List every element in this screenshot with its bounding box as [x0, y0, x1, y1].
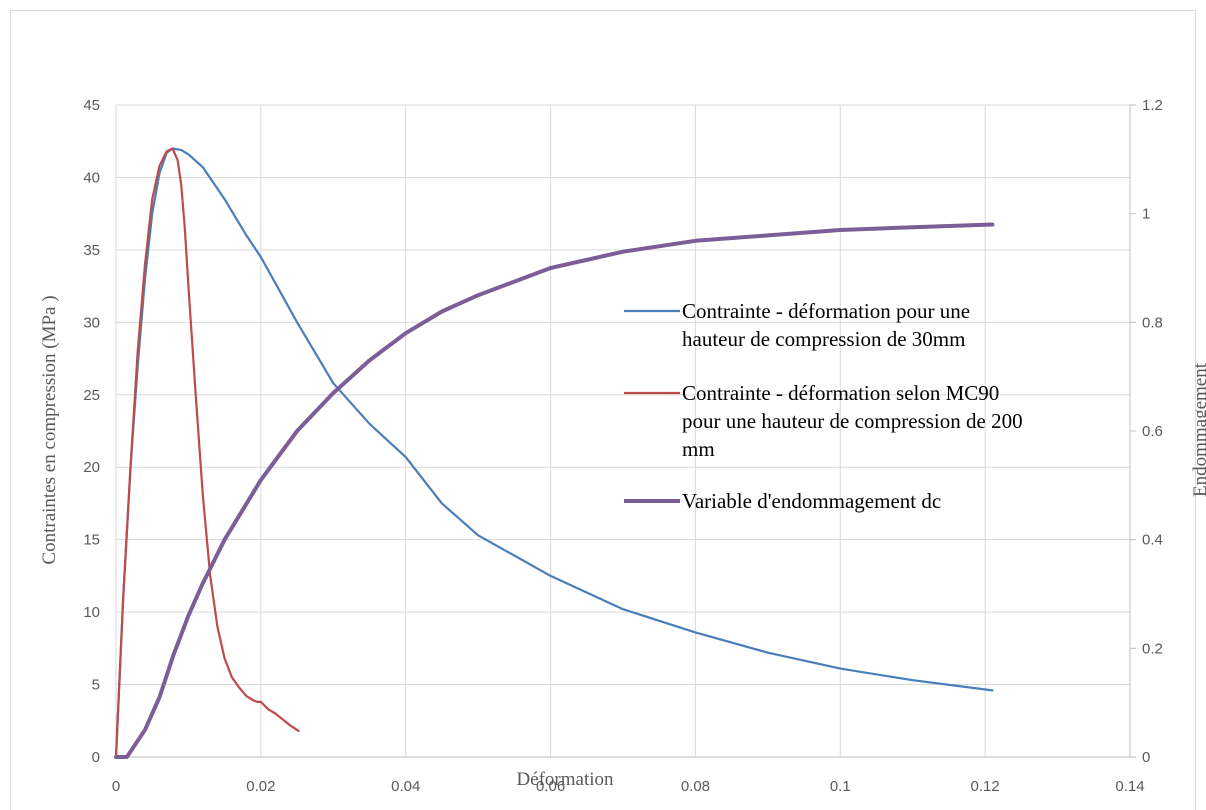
- y2-tick-label: 0.8: [1142, 314, 1163, 331]
- y-tick-label: 25: [83, 387, 100, 404]
- x-tick-label: 0.04: [391, 778, 420, 795]
- x-axis-label: Déformation: [516, 769, 614, 790]
- y2-tick-label: 1: [1142, 206, 1150, 223]
- x-tick-label: 0.02: [246, 778, 275, 795]
- legend-entry-2: pour une hauteur de compression de 200: [682, 409, 1023, 433]
- y-axis-label: Contraintes en compression (MPa ): [39, 295, 60, 564]
- x-tick-label: 0.06: [536, 778, 565, 795]
- chart-frame: [10, 10, 1196, 810]
- y-tick-label: 40: [83, 169, 100, 186]
- y2-tick-label: 0: [1142, 749, 1150, 766]
- x-tick-label: 0.08: [681, 778, 710, 795]
- legend-entry-1: hauteur de compression de 30mm: [682, 327, 965, 351]
- y2-axis-label: Endommagement: [1190, 362, 1206, 497]
- series-line-3: [114, 222, 995, 759]
- y-tick-label: 35: [83, 242, 100, 259]
- series-line-1: [114, 147, 994, 759]
- tick-labels: 0 0.02 0.04 0.06 0.08 0.1 0.12 0.14051015202530…: [83, 97, 1163, 795]
- y-tick-label: 0: [92, 749, 100, 766]
- y2-tick-label: 0.4: [1142, 532, 1163, 549]
- y-tick-label: 10: [83, 604, 100, 621]
- legend: Contrainte - déformation pour une hauteur…: [624, 299, 1023, 513]
- legend-entry-2: mm: [682, 437, 715, 461]
- legend-entry-3: Variable d'endommagement dc: [682, 489, 941, 513]
- y-tick-label: 15: [83, 532, 100, 549]
- legend-entry-2: Contrainte - déformation selon MC90: [682, 381, 999, 405]
- x-tick-label: 0: [112, 778, 120, 795]
- x-tick-label: 0.1: [830, 778, 851, 795]
- x-tick-label: 0.12: [971, 778, 1000, 795]
- y-tick-label: 45: [83, 97, 100, 114]
- y-tick-label: 20: [83, 459, 100, 476]
- axes: [116, 104, 1136, 758]
- y2-tick-label: 0.6: [1142, 423, 1163, 440]
- y-tick-label: 30: [83, 314, 100, 331]
- y2-tick-label: 0.2: [1142, 640, 1163, 657]
- y2-tick-label: 1.2: [1142, 97, 1163, 114]
- y-tick-label: 5: [92, 677, 100, 694]
- series-line-2: [114, 147, 300, 759]
- legend-entry-1: Contrainte - déformation pour une: [682, 299, 970, 323]
- series-lines: [114, 147, 995, 759]
- x-tick-label: 0.14: [1115, 778, 1144, 795]
